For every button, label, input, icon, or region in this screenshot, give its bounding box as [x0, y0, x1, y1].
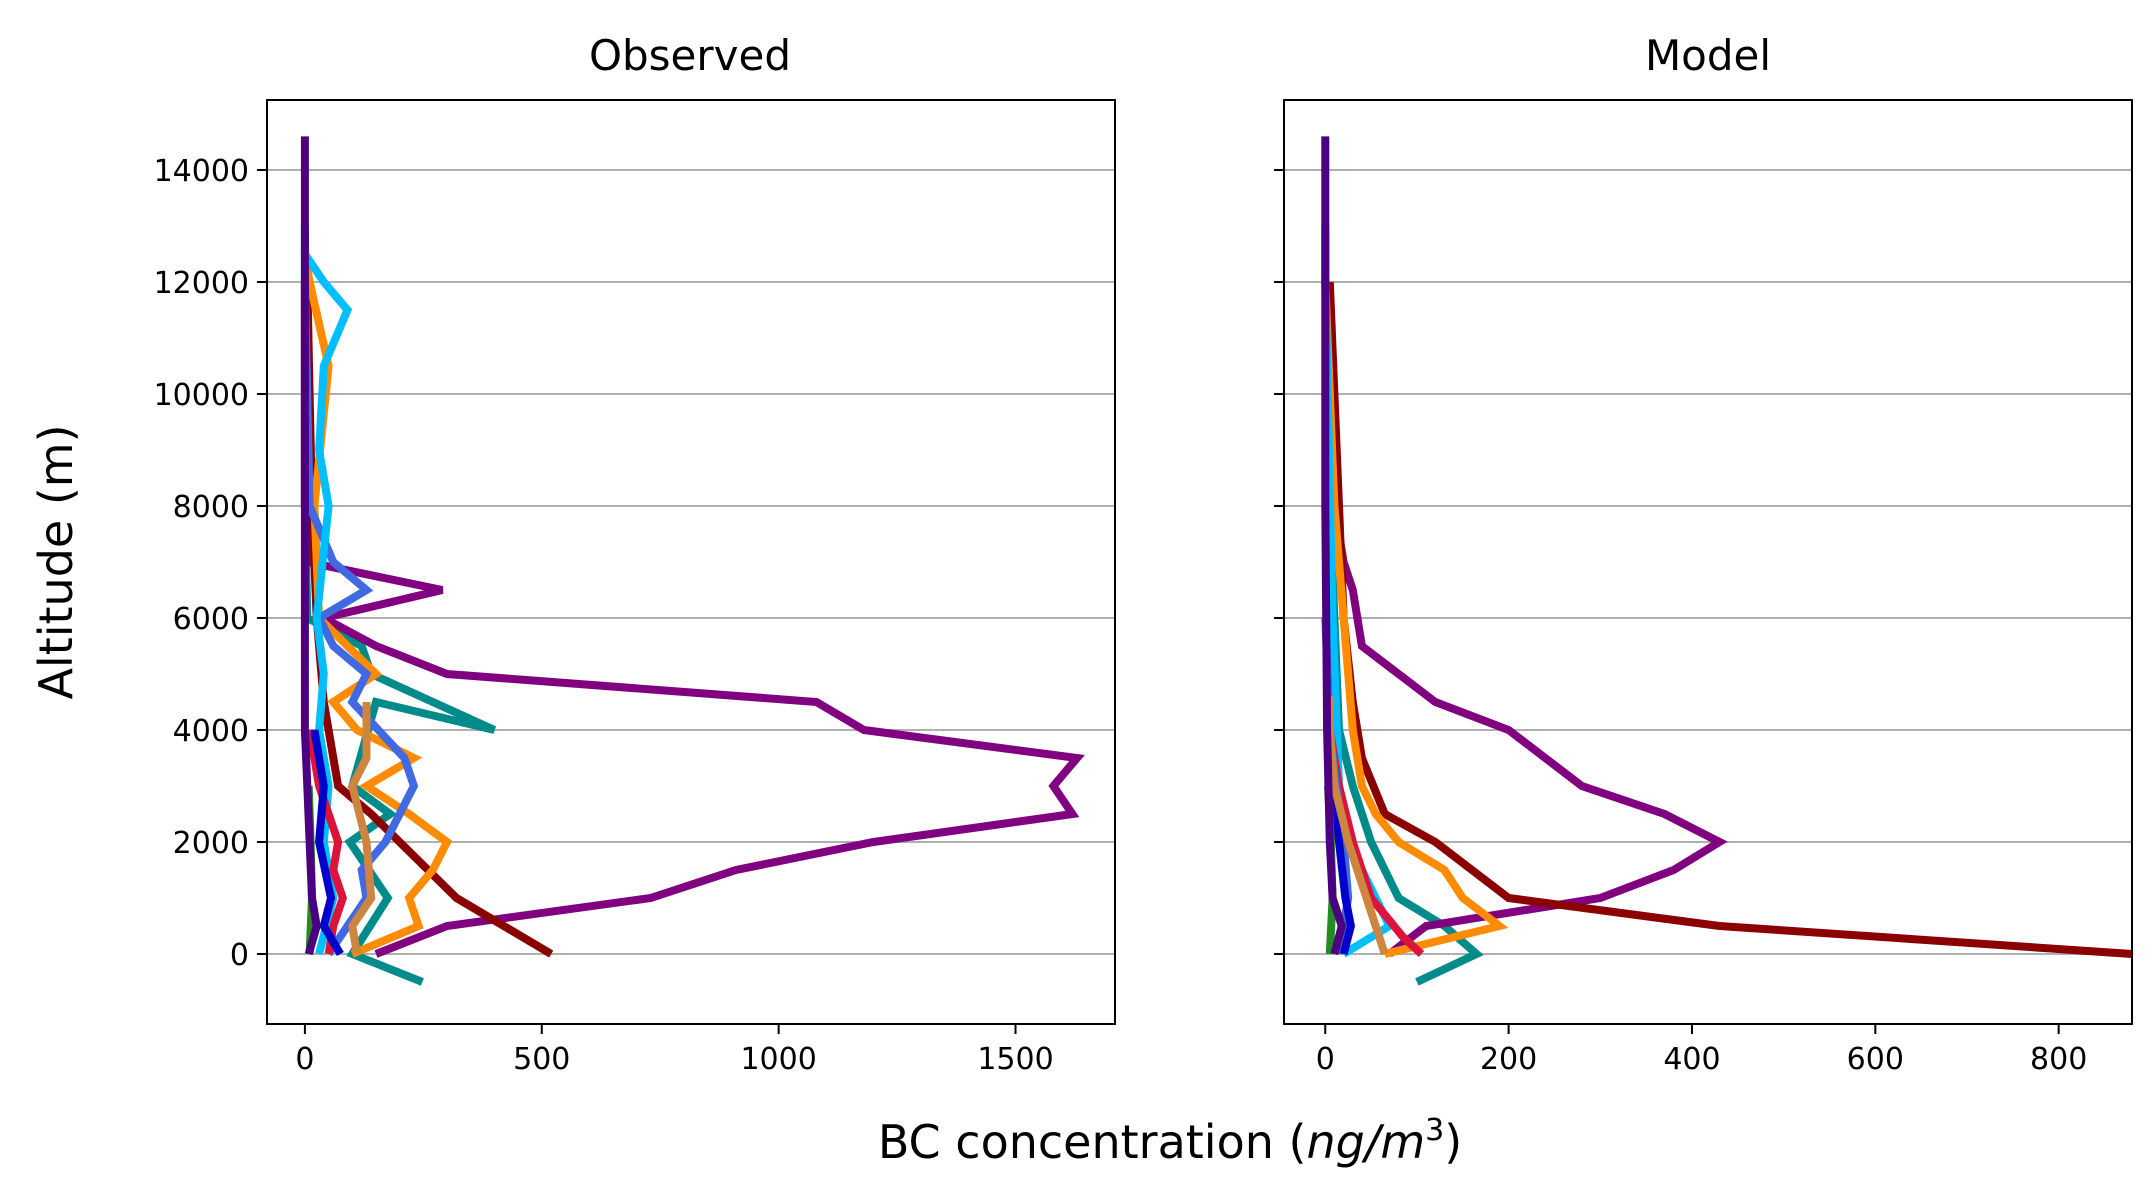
model-series-lines: [1321, 136, 2133, 986]
x-axis-label-suffix: ): [1444, 1115, 1462, 1169]
model-x-tick-label: 200: [1480, 1042, 1537, 1077]
model-x-tick-label: 800: [2030, 1042, 2087, 1077]
x-axis-label-exponent: 3: [1425, 1113, 1444, 1148]
x-axis-label-prefix: BC concentration (: [878, 1115, 1307, 1169]
model-x-ticks: 0 200 400 600 800: [1316, 1024, 2087, 1077]
model-gridlines: [1284, 169, 2132, 955]
observed-plot-frame: [266, 99, 1116, 1025]
observed-x-ticks: 0 500 1000 1500: [295, 1024, 1054, 1077]
x-axis-label: BC concentration (ng/m3): [878, 1113, 1462, 1169]
observed-y-ticks: 0 2000 4000 6000 8000 10000 12000 14000: [154, 154, 267, 973]
observed-y-tick-label: 2000: [173, 826, 249, 861]
observed-panel: Observed 0 500 1000 1500 0 2000 4000 6000 8000 1…: [154, 31, 1116, 1077]
model-x-tick-label: 0: [1316, 1042, 1335, 1077]
y-axis-label: Altitude (m): [29, 424, 83, 699]
observed-series-line-6: [301, 251, 353, 955]
observed-y-tick-label: 0: [230, 938, 249, 973]
model-plot-frame: [1283, 99, 2133, 1025]
observed-x-tick-label: 1000: [740, 1042, 816, 1077]
observed-y-tick-label: 12000: [154, 266, 249, 301]
observed-x-tick-label: 0: [295, 1042, 314, 1077]
model-series-line-11: [1321, 136, 1346, 956]
observed-y-tick-label: 6000: [173, 602, 249, 637]
observed-y-tick-label: 8000: [173, 490, 249, 525]
model-x-tick-label: 600: [1847, 1042, 1904, 1077]
x-axis-label-unit: ng/m: [1306, 1115, 1425, 1169]
observed-y-tick-label: 14000: [154, 154, 249, 189]
model-series-line-8: [1325, 785, 1356, 956]
model-panel: Model 0 200 400 600 800: [1274, 31, 2133, 1077]
model-panel-title: Model: [1645, 31, 1771, 80]
observed-panel-title: Observed: [589, 31, 791, 80]
model-series-line-3: [1325, 281, 2133, 958]
observed-y-tick-label: 4000: [173, 714, 249, 749]
model-series-line-4: [1321, 281, 1509, 958]
observed-series-line-11: [300, 136, 321, 956]
model-y-ticks: [1274, 169, 1284, 955]
observed-series-lines: [300, 136, 1085, 986]
observed-series-line-10: [348, 702, 376, 955]
observed-y-tick-label: 10000: [154, 378, 249, 413]
observed-series-line-8: [310, 729, 344, 957]
observed-x-tick-label: 1500: [977, 1042, 1053, 1077]
observed-gridlines: [267, 169, 1115, 955]
model-x-tick-label: 400: [1663, 1042, 1720, 1077]
observed-x-tick-label: 500: [513, 1042, 570, 1077]
